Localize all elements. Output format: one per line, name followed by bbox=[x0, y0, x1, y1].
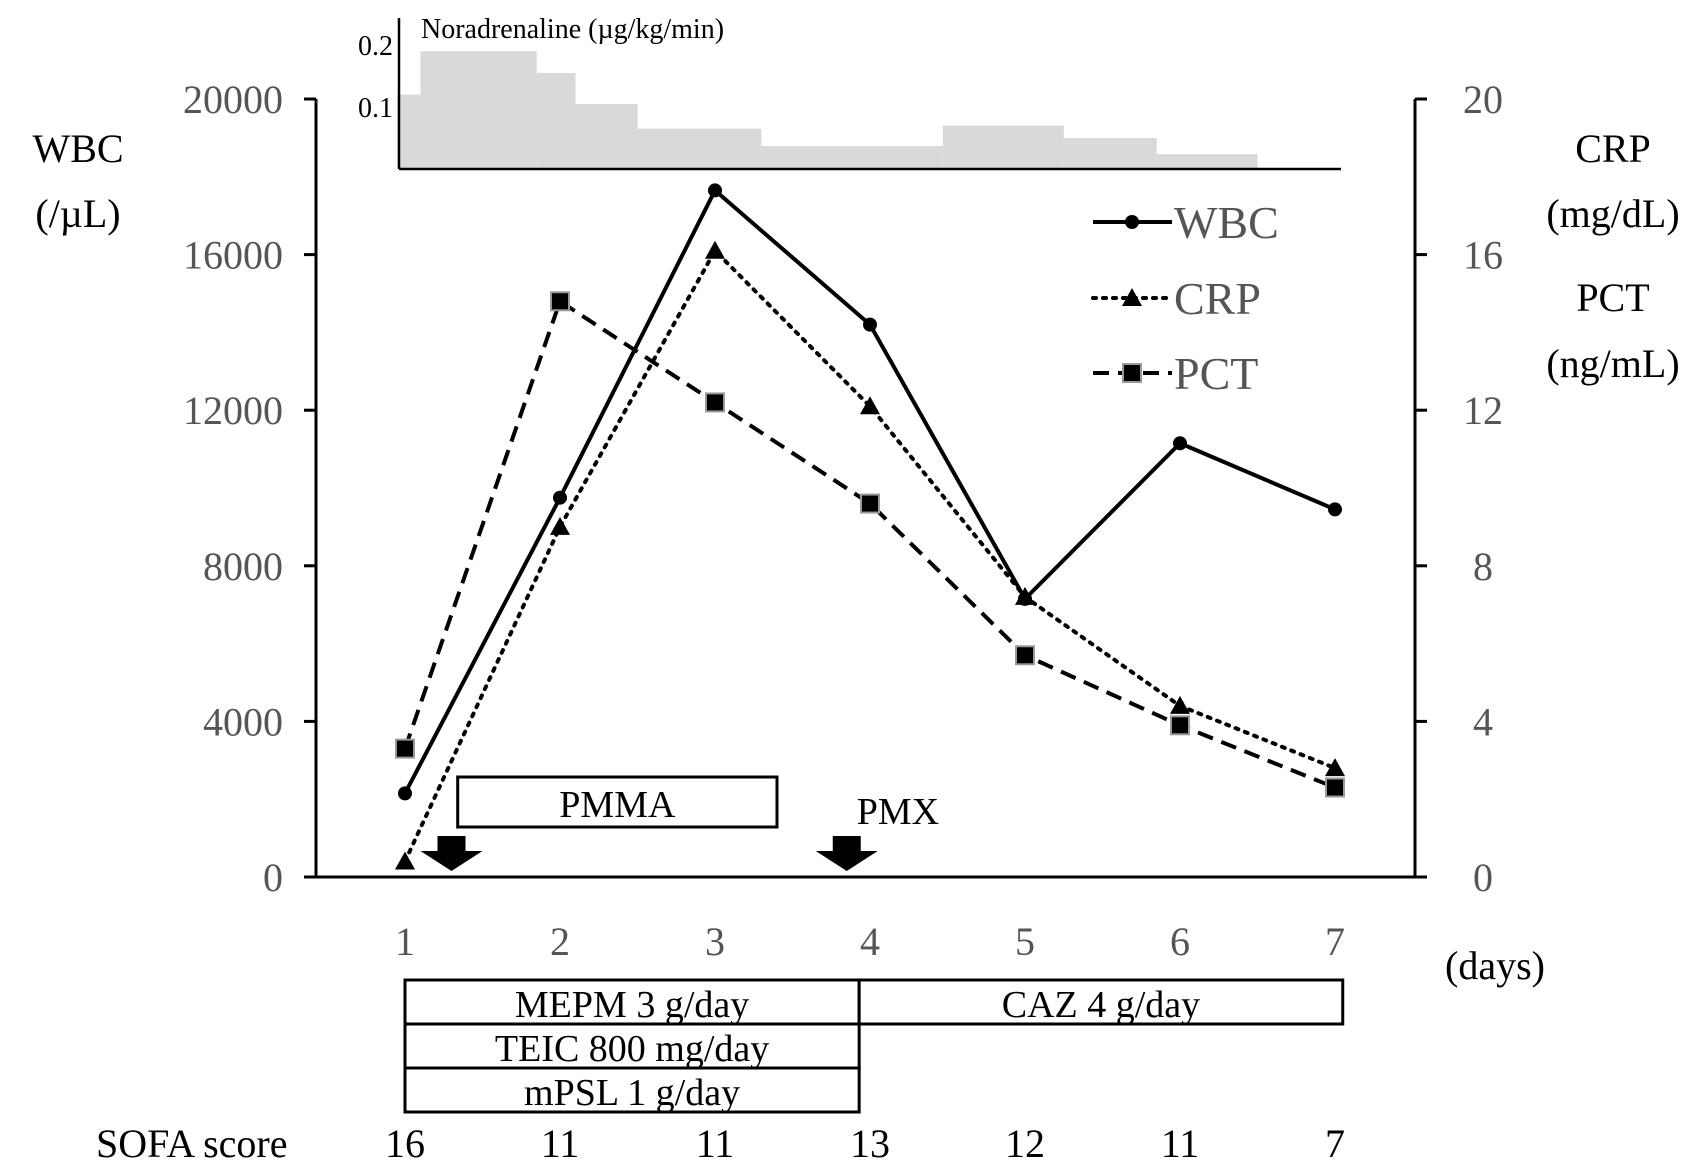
legend-label: PCT bbox=[1174, 348, 1258, 399]
treatment-box bbox=[456, 775, 779, 829]
legend-marker-wbc bbox=[1125, 215, 1139, 229]
data-point-pct bbox=[1325, 777, 1345, 798]
data-point-wbc bbox=[708, 183, 722, 198]
right-axis-title: (mg/dL) bbox=[1546, 191, 1679, 236]
x-tick-label: 6 bbox=[1170, 919, 1190, 964]
left-tick-label: 16000 bbox=[183, 233, 283, 278]
data-point-crp bbox=[395, 851, 415, 870]
legend-marker-pct bbox=[1122, 363, 1142, 383]
data-point-crp bbox=[705, 240, 725, 259]
x-tick-label: 4 bbox=[860, 919, 880, 964]
data-point-wbc bbox=[398, 786, 412, 801]
treatment-box bbox=[403, 1022, 861, 1070]
data-point-pct bbox=[1170, 715, 1190, 736]
treatment-label: mPSL 1 g/day bbox=[524, 1072, 740, 1114]
treatment-label: CAZ 4 g/day bbox=[1002, 984, 1200, 1026]
right-tick-label: 4 bbox=[1473, 699, 1493, 744]
noradrenaline-bar bbox=[942, 125, 1064, 169]
right-tick-label: 16 bbox=[1463, 233, 1503, 278]
treatment-label: MEPM 3 g/day bbox=[515, 984, 749, 1026]
data-point-crp bbox=[1015, 586, 1035, 605]
right-axis-title: (ng/mL) bbox=[1546, 341, 1679, 386]
noradrenaline-bar bbox=[575, 103, 638, 169]
legend-label: WBC bbox=[1174, 197, 1279, 248]
data-point-pct bbox=[1015, 645, 1035, 666]
x-tick-label: 2 bbox=[550, 919, 570, 964]
x-tick-label: 7 bbox=[1325, 919, 1345, 964]
data-point-crp bbox=[1325, 758, 1345, 777]
left-tick-label: 8000 bbox=[203, 544, 283, 589]
legend-marker-crp bbox=[1122, 288, 1142, 306]
data-point-crp bbox=[860, 396, 880, 415]
right-tick-label: 0 bbox=[1473, 855, 1493, 900]
legend-label: CRP bbox=[1174, 273, 1261, 324]
data-point-pct bbox=[860, 493, 880, 514]
data-point-wbc bbox=[1173, 436, 1187, 451]
noradrenaline-bar bbox=[1156, 154, 1258, 169]
sofa-score-value: 16 bbox=[385, 1121, 425, 1166]
data-point-crp bbox=[550, 516, 570, 535]
treatment-label: TEIC 800 mg/day bbox=[495, 1028, 769, 1070]
treatment-box bbox=[403, 1066, 861, 1114]
data-point-wbc bbox=[863, 317, 877, 332]
right-tick-label: 20 bbox=[1463, 77, 1503, 122]
right-tick-label: 8 bbox=[1473, 544, 1493, 589]
noradrenaline-bar bbox=[637, 128, 762, 169]
left-tick-label: 12000 bbox=[183, 388, 283, 433]
right-axis-title: PCT bbox=[1576, 275, 1649, 320]
noradrenaline-tick-label: 0.1 bbox=[358, 93, 393, 124]
treatment-box bbox=[403, 978, 861, 1026]
x-axis-unit: (days) bbox=[1445, 943, 1545, 988]
treatment-box bbox=[857, 978, 1345, 1026]
noradrenaline-bar bbox=[1063, 138, 1157, 169]
left-axis-title: (/µL) bbox=[35, 191, 120, 236]
left-tick-label: 20000 bbox=[183, 77, 283, 122]
sofa-score-value: 11 bbox=[1161, 1121, 1200, 1166]
data-point-wbc bbox=[553, 490, 567, 505]
left-tick-label: 4000 bbox=[203, 699, 283, 744]
sofa-score-label: SOFA score bbox=[96, 1121, 287, 1166]
data-point-pct bbox=[705, 392, 725, 413]
sofa-score-value: 11 bbox=[696, 1121, 735, 1166]
noradrenaline-bar bbox=[536, 72, 576, 169]
noradrenaline-label: Noradrenaline (µg/kg/min) bbox=[421, 14, 724, 45]
x-tick-label: 3 bbox=[705, 919, 725, 964]
left-axis-title: WBC bbox=[32, 126, 123, 171]
sofa-score-value: 12 bbox=[1005, 1121, 1045, 1166]
sofa-score-value: 11 bbox=[541, 1121, 580, 1166]
treatment-label: PMMA bbox=[559, 784, 676, 826]
x-tick-label: 1 bbox=[395, 919, 415, 964]
arrow-down-icon bbox=[815, 836, 878, 871]
arrow-down-icon bbox=[420, 836, 483, 871]
sofa-score-value: 13 bbox=[850, 1121, 890, 1166]
left-tick-label: 0 bbox=[263, 855, 283, 900]
right-axis-title: CRP bbox=[1575, 126, 1651, 171]
noradrenaline-bar bbox=[420, 51, 537, 170]
noradrenaline-bar bbox=[761, 146, 943, 169]
x-tick-label: 5 bbox=[1015, 919, 1035, 964]
data-point-pct bbox=[395, 738, 415, 759]
data-point-pct bbox=[550, 291, 570, 312]
treatment-label: PMX bbox=[857, 791, 939, 833]
noradrenaline-tick-label: 0.2 bbox=[358, 31, 393, 62]
data-point-crp bbox=[1170, 695, 1190, 714]
sofa-score-value: 7 bbox=[1325, 1121, 1345, 1166]
noradrenaline-bar bbox=[397, 94, 421, 169]
right-tick-label: 12 bbox=[1463, 388, 1503, 433]
data-point-wbc bbox=[1328, 502, 1342, 517]
